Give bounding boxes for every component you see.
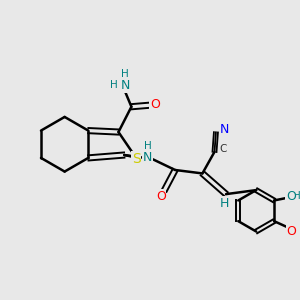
Text: O: O [286, 225, 296, 238]
Text: O: O [150, 98, 160, 111]
Text: H: H [220, 197, 229, 210]
Text: C: C [219, 144, 227, 154]
Text: O: O [156, 190, 166, 203]
Text: H: H [144, 141, 152, 152]
Text: H: H [293, 191, 300, 201]
Text: N: N [220, 123, 229, 136]
Text: H: H [110, 80, 118, 90]
Text: N: N [143, 151, 152, 164]
Text: S: S [132, 152, 141, 166]
Text: H: H [121, 69, 129, 79]
Text: O: O [286, 190, 296, 202]
Text: N: N [120, 79, 130, 92]
